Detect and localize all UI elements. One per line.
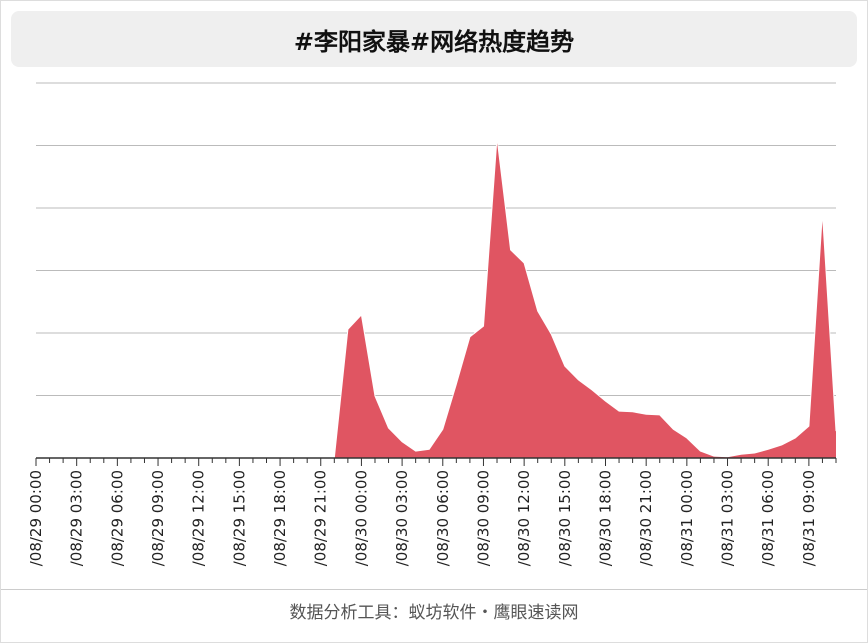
x-tick-label: /08/30 18:00	[596, 470, 614, 566]
x-tick-label: /08/30 21:00	[637, 470, 655, 566]
area-line	[36, 137, 837, 459]
x-tick-label: /08/30 06:00	[434, 470, 452, 566]
x-tick-label: /08/31 00:00	[678, 470, 696, 566]
x-tick-label: /08/30 15:00	[556, 470, 574, 566]
chart-title: #李阳家暴#网络热度趋势	[11, 11, 857, 67]
x-tick-label: /08/29 09:00	[149, 470, 167, 566]
footer: 数据分析工具：蚁坊软件・鹰眼速读网	[1, 589, 867, 636]
x-tick-label: /08/31 09:00	[800, 470, 818, 566]
x-tick-label: /08/29 12:00	[190, 470, 208, 566]
x-tick-label: /08/31 03:00	[719, 470, 737, 566]
x-tick-label: /08/30 12:00	[515, 470, 533, 566]
x-tick-label: /08/29 06:00	[108, 470, 126, 566]
x-tick-label: /08/29 21:00	[312, 470, 330, 566]
x-tick-label: /08/29 03:00	[68, 470, 86, 566]
x-tick-label: /08/30 09:00	[474, 470, 492, 566]
x-tick-label: /08/29 15:00	[230, 470, 248, 566]
x-tick-label: /08/29 18:00	[271, 470, 289, 566]
area	[36, 138, 836, 458]
x-tick-label: /08/31 06:00	[759, 470, 777, 566]
chart: /08/29 00:00/08/29 03:00/08/29 06:00/08/…	[27, 82, 837, 566]
x-tick-label: /08/30 03:00	[393, 470, 411, 566]
x-tick-label: /08/30 00:00	[352, 470, 370, 566]
x-tick-label: /08/29 00:00	[27, 470, 45, 566]
